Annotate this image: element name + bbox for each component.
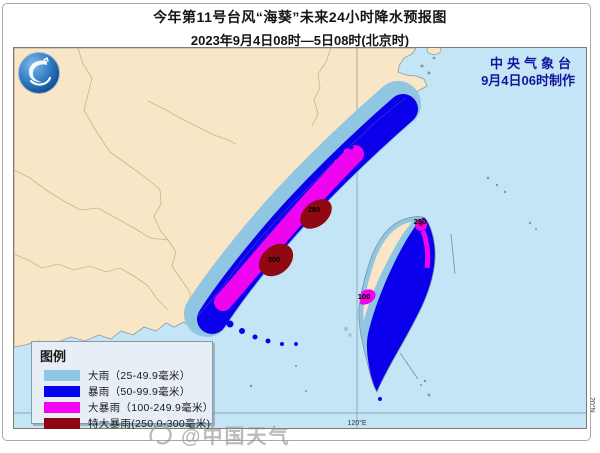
province-borders — [14, 48, 332, 311]
page-title: 今年第11号台风“海葵”未来24小时降水预报图 2023年9月4日08时—5日0… — [0, 7, 600, 49]
legend-row-rainstorm: 暴雨（50-99.9毫米） — [44, 383, 206, 399]
coastline-overlay — [189, 97, 407, 328]
legend-box: 图例 大雨（25-49.9毫米） 暴雨（50-99.9毫米） 大暴雨（100-2… — [31, 341, 213, 430]
annotation-mainland-south: 300 — [267, 255, 281, 264]
agency-credit: 中央气象台 9月4日06时制作 — [481, 56, 575, 90]
annotation-taiwan-north: 250 — [413, 217, 427, 226]
extreme-rain-cores — [258, 199, 332, 277]
title-line-1: 今年第11号台风“海葵”未来24小时降水预报图 — [153, 9, 447, 25]
taiwan-island — [358, 216, 436, 401]
title-line-2: 2023年9月4日08时—5日08时(北京时) — [190, 33, 410, 48]
weather-china-swirl-icon — [149, 421, 173, 445]
annotation-mainland-north: 280 — [307, 205, 321, 214]
legend-label-heavy-rain: 大雨（25-49.9毫米） — [88, 369, 191, 382]
legend-row-heavy-rain: 大雨（25-49.9毫米） — [44, 367, 206, 383]
annotation-taiwan-southwest: 100 — [357, 292, 371, 301]
map-canvas: 120°E — [14, 48, 586, 428]
cma-logo-icon — [17, 51, 61, 95]
legend-label-rainstorm: 暴雨（50-99.9毫米） — [88, 385, 191, 398]
legend-label-heavy-rainstorm: 大暴雨（100-249.9毫米） — [88, 401, 214, 414]
island-specks — [249, 56, 537, 397]
watermark-handle: @中国天气 — [181, 426, 291, 448]
agency-issue-time: 9月4日06时制作 — [481, 72, 575, 88]
forecast-map: 120°E — [13, 47, 587, 429]
legend-title: 图例 — [40, 349, 67, 364]
legend-swatch-heavy-rain — [44, 369, 80, 381]
watermark: @中国天气 — [147, 420, 291, 449]
agency-name: 中央气象台 — [489, 56, 575, 71]
band-heavy-rainstorm — [214, 145, 364, 311]
coastal-rain-specks — [217, 116, 386, 346]
legend-swatch-extreme-rainstorm — [44, 417, 80, 429]
legend-row-heavy-rainstorm: 大暴雨（100-249.9毫米） — [44, 399, 213, 415]
legend-label-extreme-rainstorm: 特大暴雨(250.0-300毫米) — [88, 417, 211, 430]
meridian-120e-label: 120°E — [347, 419, 366, 427]
legend-swatch-rainstorm — [44, 385, 80, 397]
legend-row-extreme-rainstorm: 特大暴雨(250.0-300毫米) — [44, 415, 210, 431]
parallel-20n-label: 20°N — [588, 397, 595, 413]
legend-swatch-heavy-rainstorm — [44, 401, 80, 413]
